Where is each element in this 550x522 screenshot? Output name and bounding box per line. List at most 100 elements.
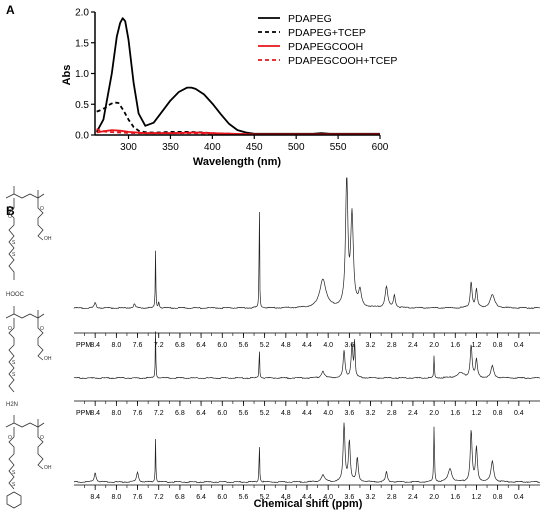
nmr-spectrum-3 xyxy=(73,422,541,484)
nmr-tick-label: 7.2 xyxy=(154,342,164,349)
nmr-tick-label: 6.4 xyxy=(196,494,206,501)
nmr-tick-label: 5.6 xyxy=(239,410,249,417)
nmr-tick-label: 6.8 xyxy=(175,342,185,349)
x-tick-label: 550 xyxy=(330,142,347,153)
x-axis-title: Wavelength (nm) xyxy=(193,156,282,168)
nmr-tick-label: 0.8 xyxy=(493,410,503,417)
svg-text:O: O xyxy=(8,206,12,212)
svg-text:S: S xyxy=(12,240,16,246)
nmr-tick-label: 2.8 xyxy=(387,342,397,349)
nmr-tick-label: 7.2 xyxy=(154,494,164,501)
nmr-tick-label: 2.4 xyxy=(408,494,418,501)
svg-text:OH: OH xyxy=(44,236,52,242)
y-tick-label: 1.0 xyxy=(75,69,89,80)
y-tick-label: 0.0 xyxy=(75,131,89,142)
x-tick-label: 300 xyxy=(120,142,137,153)
nmr-tick-label: 8.4 xyxy=(90,410,100,417)
y-axis-title: Abs xyxy=(61,65,73,86)
nmr-tick-label: 4.4 xyxy=(302,494,312,501)
y-tick-label: 0.5 xyxy=(75,100,89,111)
nmr-tick-label: 2.0 xyxy=(429,342,439,349)
structure-2-terminal: H2N xyxy=(6,402,18,408)
nmr-tick-label: 3.2 xyxy=(366,410,376,417)
svg-text:O: O xyxy=(40,206,44,212)
nmr-axes: 8.4 8.0 7.6 7.2 6.8 6.4 6.0 5.6 5.2 4.8 4.4 4.0 3.6 3… xyxy=(74,332,540,501)
nmr-tick-label: 6.8 xyxy=(175,494,185,501)
nmr-tick-label: 4.0 xyxy=(323,410,333,417)
nmr-tick-label: 4.8 xyxy=(281,342,291,349)
nmr-tick-label: 3.6 xyxy=(344,342,354,349)
nmr-tick-label: 7.6 xyxy=(133,494,143,501)
panel-a-label: A xyxy=(6,3,15,17)
nmr-tick-label: 8.4 xyxy=(90,494,100,501)
svg-text:O: O xyxy=(8,326,12,332)
uv-vis-chart: 0.0 0.5 1.0 1.5 2.0 300 350 400 450 500 550 600 Ab… xyxy=(61,8,397,169)
svg-text:S: S xyxy=(12,360,16,366)
nmr-tick-label: 5.2 xyxy=(260,494,270,501)
nmr-tick-label: 2.0 xyxy=(429,410,439,417)
x-tick-label: 350 xyxy=(162,142,179,153)
nmr-tick-label: 2.4 xyxy=(408,410,418,417)
nmr-tick-label: 7.2 xyxy=(154,410,164,417)
legend-label-3: PDAPEGCOOH xyxy=(288,41,363,53)
nmr-tick-label: 5.2 xyxy=(260,410,270,417)
nmr-tick-label: 5.2 xyxy=(260,342,270,349)
nmr-tick-label: 7.6 xyxy=(133,342,143,349)
nmr-tick-label: 3.6 xyxy=(344,410,354,417)
nmr-tick-label: 8.4 xyxy=(90,342,100,349)
structures: HOOC O O O OH S S H2N O O OH S S xyxy=(5,186,52,509)
structure-3: O O OH S S xyxy=(5,415,52,509)
nmr-tick-label: 5.6 xyxy=(239,494,249,501)
svg-text:OH: OH xyxy=(44,465,52,471)
nmr-tick-label: 2.4 xyxy=(408,342,418,349)
structure-1-terminal: HOOC xyxy=(6,292,25,298)
uv-series-group xyxy=(95,17,380,136)
nmr-tick-label: 5.6 xyxy=(239,342,249,349)
x-tick-label: 500 xyxy=(288,142,305,153)
structure-1: HOOC O O O OH S S xyxy=(5,186,52,298)
series-line-4 xyxy=(96,128,380,136)
svg-text:O: O xyxy=(40,326,44,332)
nmr-tick-label: 4.8 xyxy=(281,494,291,501)
nmr-tick-label: 4.4 xyxy=(302,342,312,349)
svg-text:S: S xyxy=(12,482,16,488)
x-ticks: 300 350 400 450 500 550 600 xyxy=(120,135,389,153)
x-tick-label: 600 xyxy=(372,142,389,153)
nmr-tick-label: 2.0 xyxy=(429,494,439,501)
legend-label-2: PDAPEG+TCEP xyxy=(288,27,366,39)
nmr-tick-label: 0.8 xyxy=(493,494,503,501)
nmr-tick-label: 1.2 xyxy=(472,342,482,349)
nmr-tick-label: 6.4 xyxy=(196,410,206,417)
nmr-tick-label: 0.4 xyxy=(514,494,524,501)
svg-text:OH: OH xyxy=(44,356,52,362)
svg-text:O: O xyxy=(40,435,44,441)
legend-label-4: PDAPEGCOOH+TCEP xyxy=(288,55,397,67)
nmr-tick-label: 4.0 xyxy=(323,342,333,349)
nmr-tick-label: 3.2 xyxy=(366,494,376,501)
nmr-tick-label: 2.8 xyxy=(387,494,397,501)
nmr-tick-label: 7.6 xyxy=(133,410,143,417)
nmr-tick-label: 2.8 xyxy=(387,410,397,417)
nmr-tick-label: 3.6 xyxy=(344,494,354,501)
y-tick-label: 1.5 xyxy=(75,38,89,49)
nmr-tick-label: 6.8 xyxy=(175,410,185,417)
nmr-x-axis-title: Chemical shift (ppm) xyxy=(254,498,363,510)
nmr-tick-label: 1.2 xyxy=(472,494,482,501)
nmr-tick-label: 4.0 xyxy=(323,494,333,501)
nmr-spectrum-1 xyxy=(73,177,541,310)
nmr-spectra xyxy=(73,177,541,484)
nmr-tick-label: 8.0 xyxy=(111,342,121,349)
x-tick-label: 400 xyxy=(204,142,221,153)
nmr-tick-label: 1.6 xyxy=(450,410,460,417)
nmr-tick-label: 0.4 xyxy=(514,410,524,417)
svg-text:S: S xyxy=(12,252,16,258)
nmr-tick-label: 6.0 xyxy=(217,494,227,501)
nmr-chart: 8.4 8.0 7.6 7.2 6.8 6.4 6.0 5.6 5.2 4.8 4.4 4.0 3.6 3… xyxy=(73,177,541,510)
nmr-tick-label: 1.6 xyxy=(450,342,460,349)
structure-2: H2N O O OH S S xyxy=(5,306,52,408)
nmr-spectrum-2 xyxy=(73,331,541,380)
svg-text:S: S xyxy=(12,470,16,476)
nmr-tick-label: 4.4 xyxy=(302,410,312,417)
nmr-tick-label: 8.0 xyxy=(111,494,121,501)
